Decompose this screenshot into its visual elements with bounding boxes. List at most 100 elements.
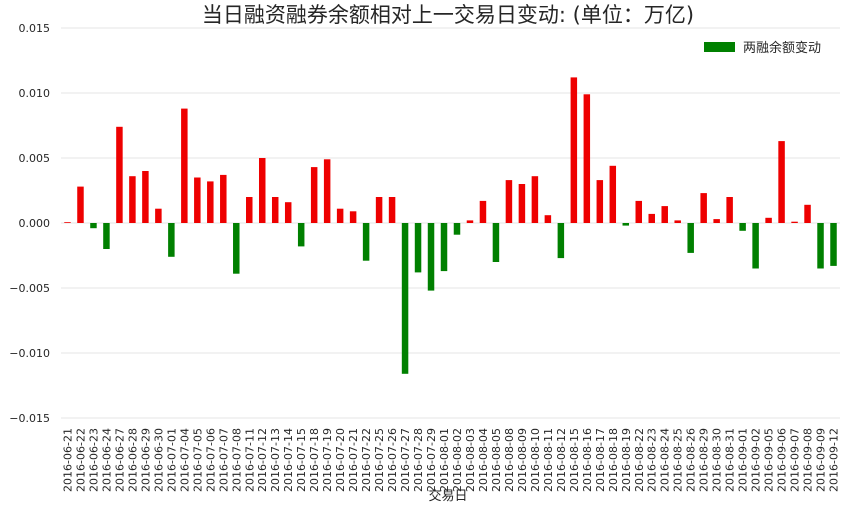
x-tick-label: 2016-06-30 — [152, 428, 165, 492]
x-tick-label: 2016-07-04 — [178, 428, 191, 492]
x-tick-label: 2016-08-09 — [516, 428, 529, 492]
x-tick-label: 2016-06-29 — [139, 428, 152, 492]
x-tick-label: 2016-08-04 — [477, 428, 490, 492]
x-tick-label: 2016-09-07 — [789, 428, 802, 492]
x-tick-label: 2016-09-02 — [750, 428, 763, 492]
bar — [622, 223, 630, 226]
bar — [310, 167, 318, 223]
x-tick-label: 2016-06-22 — [74, 428, 87, 492]
x-tick-label: 2016-07-20 — [334, 428, 347, 492]
x-tick-label: 2016-07-11 — [243, 428, 256, 492]
bar — [271, 197, 279, 223]
x-tick-label: 2016-09-05 — [763, 428, 776, 492]
bar — [427, 223, 435, 291]
x-tick-label: 2016-07-14 — [282, 428, 295, 492]
y-tick-label: 0.000 — [19, 217, 51, 230]
x-tick-label: 2016-08-03 — [464, 428, 477, 492]
x-tick-label: 2016-08-05 — [490, 428, 503, 492]
bar — [700, 193, 707, 223]
bar — [687, 223, 694, 253]
bar — [453, 223, 461, 235]
bar — [103, 223, 110, 249]
bar — [64, 222, 71, 223]
x-tick-label: 2016-08-02 — [451, 428, 464, 492]
bar — [531, 176, 539, 223]
x-tick-label: 2016-08-16 — [581, 428, 594, 492]
bar — [414, 223, 422, 273]
bar — [466, 220, 474, 223]
y-tick-label: 0.005 — [19, 152, 51, 165]
bar — [544, 215, 552, 223]
bar — [661, 206, 668, 223]
bar — [739, 223, 746, 231]
x-tick-label: 2016-06-27 — [113, 428, 126, 492]
bar — [570, 77, 578, 224]
bar — [726, 197, 733, 223]
x-tick-label: 2016-09-09 — [815, 428, 828, 492]
bar — [648, 213, 655, 223]
x-tick-label: 2016-07-05 — [191, 428, 204, 492]
x-tick-label: 2016-08-17 — [594, 428, 607, 492]
x-tick-label: 2016-08-12 — [555, 428, 568, 492]
x-tick-label: 2016-08-31 — [724, 428, 737, 492]
bar — [817, 223, 824, 269]
x-tick-label: 2016-09-01 — [737, 428, 750, 492]
bar — [362, 223, 370, 261]
bar — [713, 219, 720, 223]
x-axis-label: 交易日 — [428, 488, 467, 504]
y-axis: −0.015 −0.010 −0.005 0.000 0.005 0.010 0.015 — [9, 22, 50, 425]
bar — [791, 221, 798, 223]
y-tick-label: −0.005 — [9, 282, 50, 295]
x-tick-label: 2016-08-25 — [672, 428, 685, 492]
x-tick-label: 2016-06-28 — [126, 428, 139, 492]
bar — [336, 208, 344, 223]
x-tick-label: 2016-09-08 — [802, 428, 815, 492]
x-tick-label: 2016-07-07 — [217, 428, 230, 492]
x-tick-label: 2016-08-18 — [607, 428, 620, 492]
bar — [116, 126, 123, 223]
bar — [557, 223, 565, 259]
x-tick-label: 2016-09-12 — [828, 428, 841, 492]
bar — [77, 186, 84, 223]
x-tick-label: 2016-06-21 — [61, 428, 74, 492]
bars — [64, 77, 837, 374]
legend: 两融余额变动 — [704, 40, 821, 56]
x-tick-label: 2016-07-12 — [256, 428, 269, 492]
x-tick-label: 2016-07-19 — [321, 428, 334, 492]
x-tick-label: 2016-08-24 — [659, 428, 672, 492]
chart-title: 当日融资融券余额相对上一交易日变动: (单位：万亿) — [202, 3, 694, 27]
legend-label: 两融余额变动 — [743, 40, 821, 56]
bar — [220, 174, 227, 223]
bar — [518, 184, 526, 223]
bar — [129, 176, 136, 223]
x-tick-label: 2016-07-13 — [269, 428, 282, 492]
bar — [233, 223, 240, 274]
x-tick-label: 2016-09-06 — [776, 428, 789, 492]
bar — [142, 171, 149, 223]
x-tick-label: 2016-08-26 — [685, 428, 698, 492]
x-tick-label: 2016-08-08 — [503, 428, 516, 492]
y-tick-label: −0.010 — [9, 347, 50, 360]
bar — [596, 180, 604, 223]
bar — [505, 180, 513, 223]
x-tick-label: 2016-08-23 — [646, 428, 659, 492]
y-tick-label: −0.015 — [9, 412, 50, 425]
bar — [765, 217, 772, 223]
x-tick-label: 2016-07-26 — [386, 428, 399, 492]
bar — [181, 108, 188, 223]
x-tick-label: 2016-08-30 — [711, 428, 724, 492]
bar — [778, 141, 785, 223]
y-tick-label: 0.015 — [19, 22, 51, 35]
bar — [155, 208, 162, 223]
x-tick-label: 2016-07-08 — [230, 428, 243, 492]
x-tick-label: 2016-08-22 — [633, 428, 646, 492]
legend-swatch — [704, 42, 735, 52]
bar — [401, 223, 409, 374]
x-tick-label: 2016-08-10 — [529, 428, 542, 492]
x-tick-label: 2016-07-22 — [360, 428, 373, 492]
bar — [492, 223, 500, 262]
bar — [284, 202, 292, 223]
x-tick-label: 2016-08-29 — [698, 428, 711, 492]
x-tick-label: 2016-07-25 — [373, 428, 386, 492]
bar — [375, 197, 383, 223]
